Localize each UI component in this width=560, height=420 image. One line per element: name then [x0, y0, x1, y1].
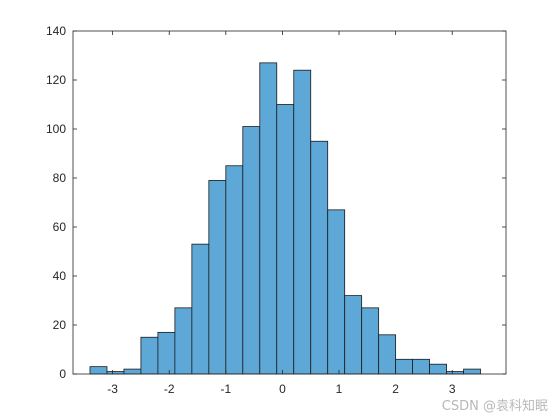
histogram-bar-17	[378, 334, 397, 375]
histogram-bar-3	[140, 336, 159, 375]
histogram-bar-9	[242, 126, 261, 375]
x-tick-label: 1	[336, 382, 343, 396]
histogram-bar-13	[310, 140, 329, 375]
histogram-bar-2	[123, 368, 142, 375]
x-tick-label: -2	[164, 382, 175, 396]
axes-box	[72, 30, 507, 375]
histogram-bar-6	[191, 243, 210, 375]
y-tick-label: 40	[53, 269, 67, 283]
histogram-bar-0	[89, 366, 108, 375]
histogram-bar-5	[174, 307, 193, 375]
y-tick-label: 80	[53, 171, 67, 185]
histogram-bar-20	[429, 363, 447, 375]
x-tick-label: 2	[392, 382, 399, 396]
histogram-bar-19	[412, 358, 430, 375]
y-tick-label: 20	[53, 318, 67, 332]
histogram-bar-14	[327, 209, 346, 375]
histogram-bars	[89, 62, 481, 375]
y-tick-label: 140	[46, 24, 66, 38]
histogram-bar-18	[395, 358, 414, 375]
y-tick-label: 60	[53, 220, 67, 234]
y-tick-label: 120	[46, 73, 66, 87]
y-tick-label: 100	[46, 122, 66, 136]
y-tick-label: 0	[59, 367, 66, 381]
watermark-text: CSDN @袁科知眠	[441, 399, 548, 414]
y-axis-ticks: 0 20 40 60 80 100 120 140	[46, 24, 506, 381]
histogram-bar-8	[225, 165, 244, 375]
x-tick-label: -1	[220, 382, 231, 396]
x-tick-label: 0	[279, 382, 286, 396]
histogram-bar-22	[463, 368, 481, 375]
x-tick-label: -3	[107, 382, 118, 396]
histogram-bar-15	[344, 295, 363, 375]
histogram-bar-16	[361, 307, 380, 375]
histogram-bar-10	[259, 62, 278, 375]
histogram-bar-4	[157, 331, 176, 375]
histogram-bar-12	[293, 69, 312, 375]
x-tick-label: 3	[449, 382, 456, 396]
histogram-bar-7	[208, 180, 227, 375]
histogram-bar-11	[276, 104, 295, 375]
x-axis-ticks: -3 -2 -1 0 1 2 3	[107, 31, 456, 396]
